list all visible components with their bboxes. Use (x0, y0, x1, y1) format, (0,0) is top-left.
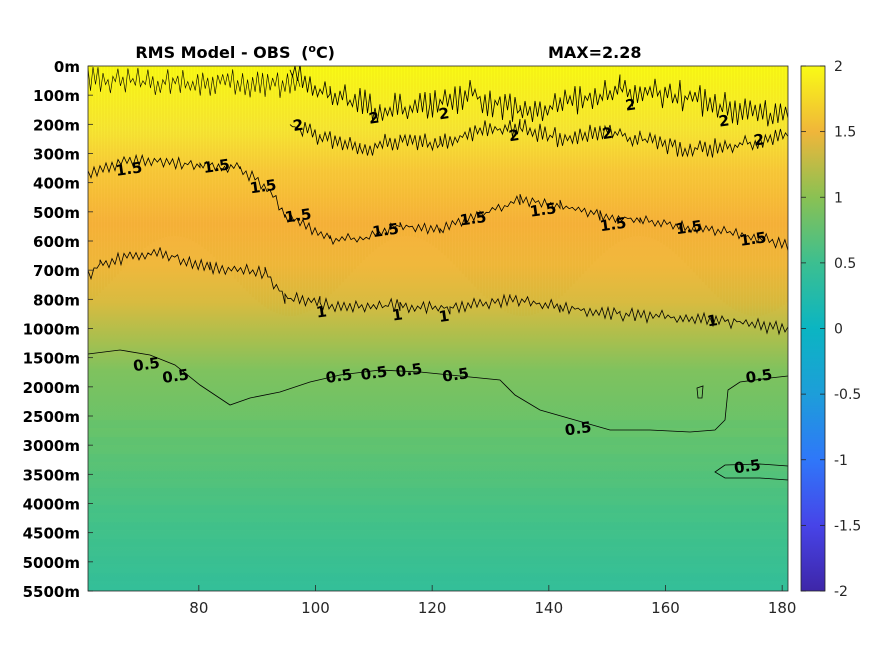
contour-line-2-lower (289, 118, 788, 158)
y-tick-label: 400m (33, 175, 80, 193)
contour-label: 0.5 (395, 360, 424, 382)
contour-line-0.5 (88, 349, 788, 433)
svg-text:RMS Model - OBS (oC): RMS Model - OBS (oC) (135, 42, 335, 62)
field-texture-band (88, 420, 788, 428)
field-texture-band (88, 471, 788, 479)
contour-line-2-upper (289, 66, 788, 127)
field-texture-band (88, 556, 788, 564)
contour-label: 0.5 (564, 418, 593, 440)
contour-line-0.5-small (696, 385, 704, 399)
contour-label: 2 (368, 108, 381, 127)
y-tick-label: 1000m (23, 321, 80, 339)
y-tick-label: 500m (33, 204, 80, 222)
max-value-label: MAX=2.28 (548, 43, 642, 62)
y-axis: 0m 100m 200m 300m 400m 500m 600m 700m 800m 1000m 1… (23, 58, 93, 601)
y-tick-label: 5000m (23, 554, 80, 572)
contour-label: 2 (438, 104, 451, 123)
colorbar-tick-label: 0 (834, 322, 843, 338)
contour-label: 1.5 (284, 205, 313, 227)
colorbar-tick-label: 0.5 (834, 256, 856, 272)
y-tick-label: 1500m (23, 350, 80, 368)
contour-label: 2 (292, 116, 305, 135)
y-tick-label: 3000m (23, 437, 80, 455)
colorbar-tick-label: -2 (834, 584, 848, 600)
title-text: RMS Model - OBS (135, 43, 290, 62)
x-axis: 80 100 120 140 160 180 (189, 585, 796, 617)
contour-lines (88, 66, 788, 481)
contour-label: 1.5 (249, 176, 278, 198)
contour-line-1.5 (88, 153, 788, 251)
field-texture-band (88, 522, 788, 530)
y-tick-label: 700m (33, 262, 80, 280)
y-tick-label: 3500m (23, 466, 80, 484)
colorbar-tick-label: 1.5 (834, 125, 856, 141)
contour-label: 2 (508, 126, 521, 145)
colorbar-tick-label: -1.5 (834, 518, 861, 534)
x-tick-label: 160 (651, 599, 680, 617)
contour-label: 1 (706, 311, 719, 330)
contour-label: 0.5 (745, 365, 774, 387)
contour-label: 1.5 (115, 158, 144, 180)
contour-label: 2 (753, 130, 766, 149)
y-tick-label: 200m (33, 116, 80, 134)
colorbar-ticks: 2 1.5 1 0.5 0 -0.5 -1 -1.5 -2 (801, 59, 861, 600)
x-tick-label: 140 (535, 599, 564, 617)
contour-label: 2 (624, 95, 637, 114)
contour-label: 1.5 (371, 220, 400, 242)
contour-label: 0.5 (733, 456, 762, 478)
field-texture-band (88, 573, 788, 581)
field-texture-band (88, 454, 788, 462)
rms-field (88, 66, 788, 591)
field-texture-band (88, 505, 788, 513)
field-texture-band (88, 488, 788, 496)
field-texture-band (88, 539, 788, 547)
x-tick-label: 120 (418, 599, 447, 617)
contour-label: 1.5 (675, 217, 704, 239)
x-tick-label: 80 (189, 599, 208, 617)
contour-label: 0.5 (360, 362, 389, 384)
y-tick-label: 2000m (23, 379, 80, 397)
contour-label: 0.5 (325, 365, 354, 387)
colorbar-tick-label: 2 (834, 59, 843, 75)
contour-label: 1.5 (202, 155, 231, 177)
x-tick-label: 180 (768, 599, 797, 617)
contour-label: 1.5 (599, 214, 628, 236)
colorbar: 2 1.5 1 0.5 0 -0.5 -1 -1.5 -2 (800, 59, 861, 600)
y-tick-label: 600m (33, 233, 80, 251)
contour-label: 0.5 (161, 365, 190, 387)
contour-label: 1 (315, 302, 328, 321)
colorbar-tick-label: 1 (834, 190, 843, 206)
contour-label: 2 (718, 111, 731, 130)
contour-label: 1 (391, 305, 404, 324)
contour-line-2-surface (88, 66, 301, 98)
contour-label: 1 (438, 307, 451, 326)
contour-label: 0.5 (132, 354, 161, 376)
y-tick-label: 2500m (23, 408, 80, 426)
colorbar-tick-label: -1 (834, 453, 848, 469)
colorbar-tick-label: -0.5 (834, 387, 861, 403)
field-texture-band (88, 437, 788, 445)
y-tick-label: 800m (33, 291, 80, 309)
y-tick-label: 5500m (23, 583, 80, 601)
y-tick-label: 4500m (23, 525, 80, 543)
y-tick-label: 0m (54, 58, 80, 76)
title-unit-open: ( (301, 43, 308, 62)
title-unit-close: C) (316, 43, 335, 62)
title-unit-degree: o (308, 42, 316, 55)
y-tick-label: 300m (33, 146, 80, 164)
chart-title: RMS Model - OBS (oC) MAX=2.28 (135, 42, 641, 62)
contour-label: 0.5 (441, 364, 470, 386)
contour-label: 1.5 (739, 228, 768, 250)
x-tick-label: 100 (301, 599, 330, 617)
y-tick-label: 100m (33, 87, 80, 105)
contour-label: 2 (601, 124, 614, 143)
contour-line-1 (88, 247, 788, 336)
contour-label: 1.5 (529, 199, 558, 221)
contour-line-0.5-deep (714, 463, 788, 481)
contour-label: 1.5 (459, 208, 488, 230)
y-tick-label: 4000m (23, 496, 80, 514)
